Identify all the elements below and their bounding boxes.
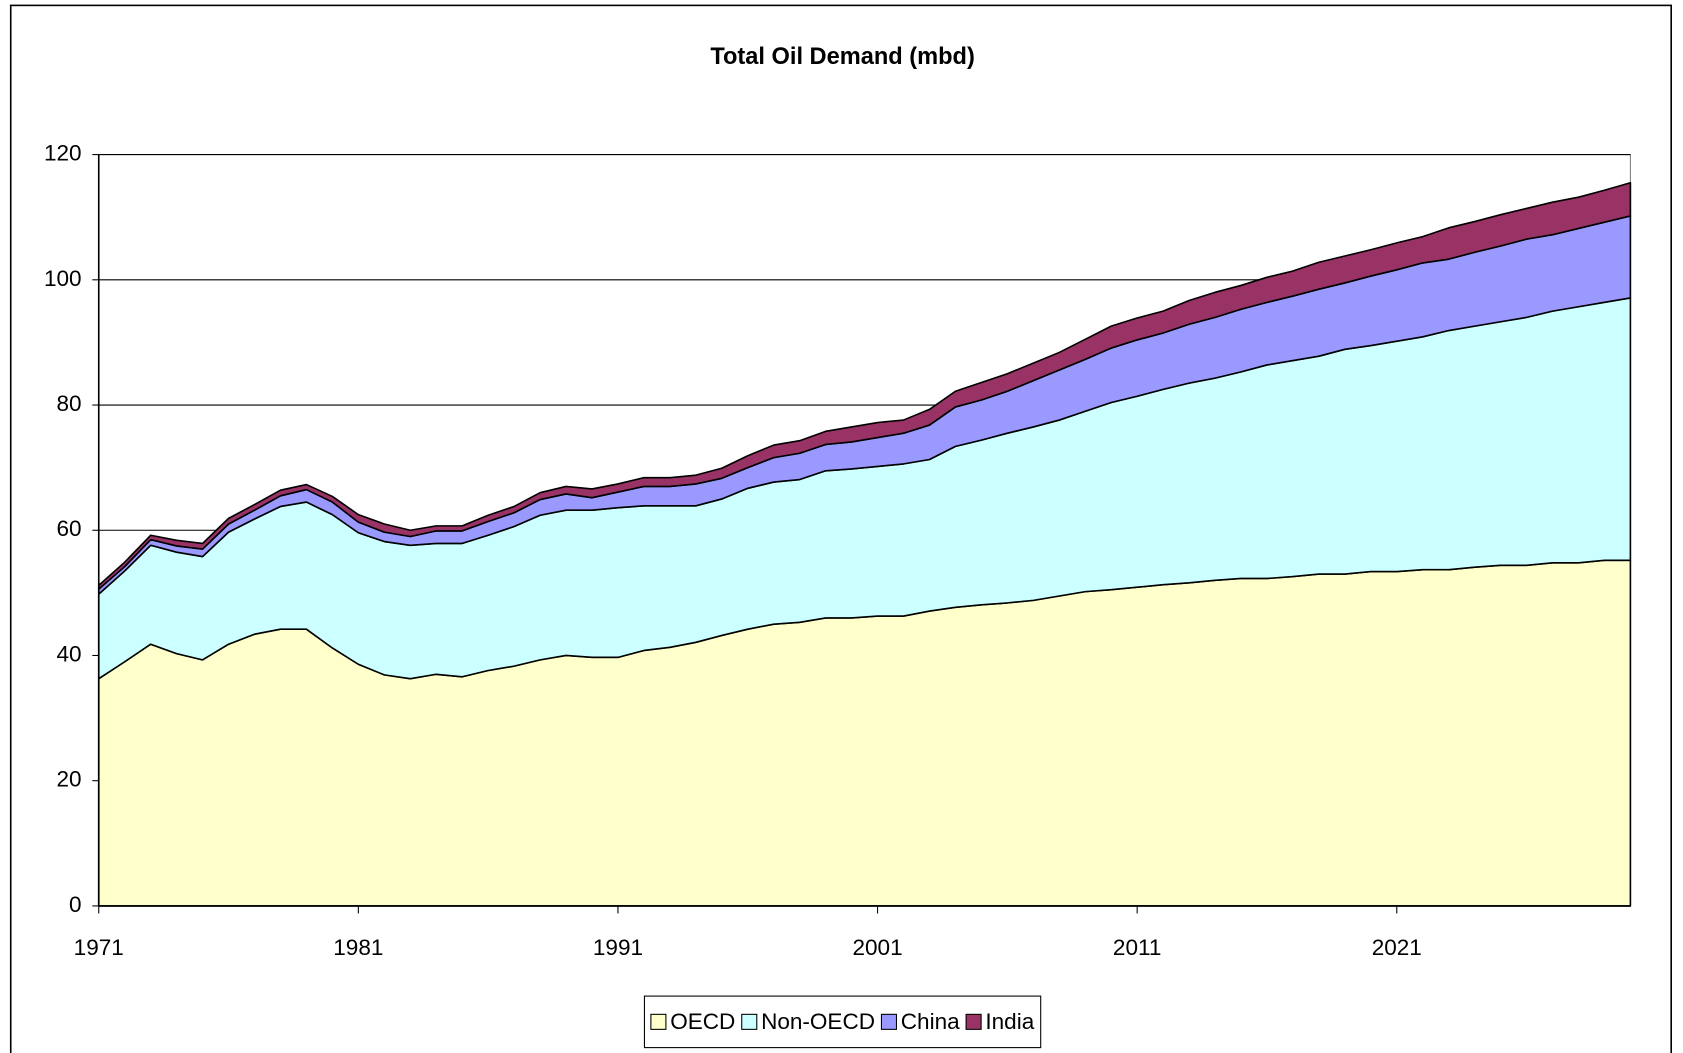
x-tick-label: 2001 bbox=[852, 935, 902, 960]
y-tick-label: 0 bbox=[69, 892, 82, 917]
x-tick-label: 1991 bbox=[593, 935, 643, 960]
x-tick-label: 2021 bbox=[1372, 935, 1422, 960]
chart-title: Total Oil Demand (mbd) bbox=[710, 44, 975, 70]
y-tick-label: 40 bbox=[57, 641, 82, 666]
legend-swatch bbox=[650, 1013, 667, 1030]
legend: OECD Non-OECD China India bbox=[643, 995, 1042, 1049]
y-tick-label: 100 bbox=[44, 266, 82, 291]
legend-label: Non-OECD bbox=[761, 1009, 875, 1034]
legend-label: India bbox=[985, 1009, 1034, 1034]
x-tick-label: 1971 bbox=[74, 935, 124, 960]
y-tick-label: 60 bbox=[57, 516, 82, 541]
areas bbox=[97, 181, 1632, 907]
y-tick-label: 80 bbox=[57, 391, 82, 416]
legend-label: China bbox=[901, 1009, 960, 1034]
axes: 0 20 40 60 80 100 120 1971 1981 1991 2001 2011 2021 bbox=[44, 141, 1631, 960]
x-tick-label: 1981 bbox=[333, 935, 383, 960]
legend-swatch bbox=[965, 1013, 982, 1030]
y-tick-label: 120 bbox=[44, 141, 82, 166]
x-tick-label: 2011 bbox=[1113, 935, 1161, 960]
legend-label: OECD bbox=[670, 1009, 735, 1034]
y-tick-label: 20 bbox=[57, 767, 82, 792]
legend-swatch bbox=[741, 1013, 758, 1030]
legend-swatch bbox=[880, 1013, 898, 1030]
area bbox=[97, 181, 1632, 590]
